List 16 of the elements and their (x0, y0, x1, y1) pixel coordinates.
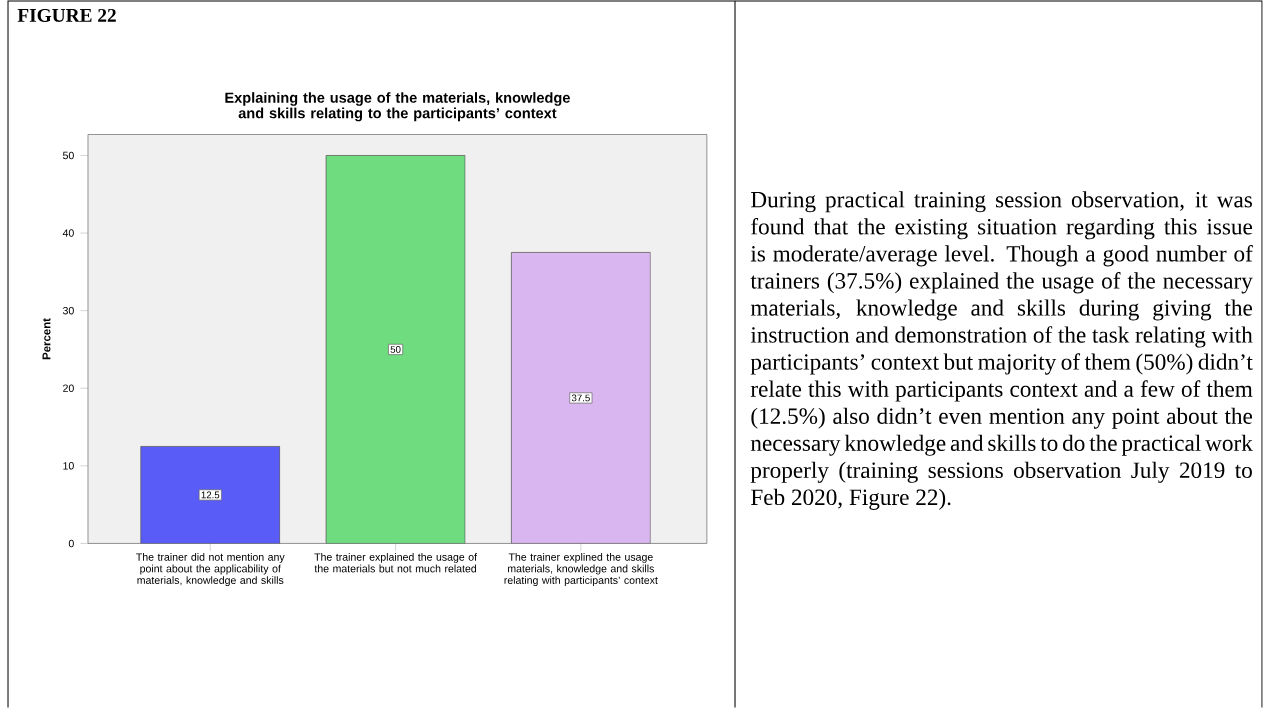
data-label: 50 (390, 345, 401, 353)
x-tick-label: The trainer explained the usage of the materials but not much related (314, 552, 478, 573)
data-label: 37.5 (571, 394, 590, 402)
chart-title: Explaining the usage of the materials, knowledge and skills relating to the participants’ context (225, 92, 570, 122)
y-tick-label: 30 (62, 306, 74, 315)
text: During practical training session observation, it was found that the existing situation regarding this issue is moderate/average level. Though a good number of trainers (37.5%) explained the usage of the necessary materials, knowledge and skills during giving the instruction and demonstration of the task relating with participants’ context but majority of them (50%) didn’t relate this with participants context and a few of them (12.5%) also didn’t even mention any point about the necessary knowledge and skills to do the practical work properly (training sessions observation July 2019 to Feb 2020, Figure 22). (750, 191, 1253, 510)
x-tick-label: The trainer explined the usage materials, knowledge and skills relating with participants’ context (504, 552, 658, 587)
y-tick-label: 40 (62, 229, 74, 237)
caption: FIGURE 22 (17, 8, 116, 22)
y-tick-label: 50 (62, 151, 74, 160)
data-label: 12.5 (201, 491, 220, 499)
y-tick-label: 10 (63, 462, 74, 470)
y-tick-label: 0 (68, 539, 74, 548)
y-tick-label: 20 (63, 384, 74, 392)
x-tick-label: The trainer did not mention any point about the applicability of materials, knowledge and skills (136, 552, 285, 587)
y-axis-title: Percent (42, 318, 51, 360)
